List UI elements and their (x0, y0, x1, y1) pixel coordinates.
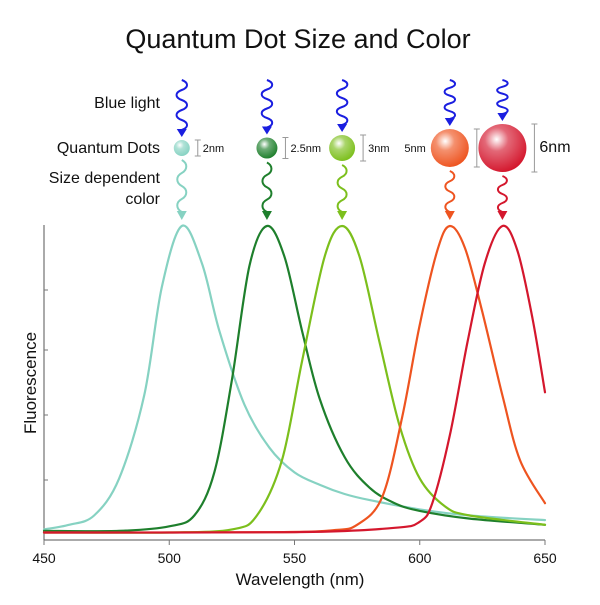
quantum-dot-sphere (173, 140, 190, 156)
blue-light-wave (443, 79, 457, 120)
blue-light-wave (335, 79, 349, 126)
emission-arrow (337, 211, 348, 220)
quantum-dot-sphere (329, 135, 356, 161)
emission-arrow (444, 211, 455, 220)
blue-light-arrow (261, 126, 272, 135)
emission-wave (444, 170, 456, 213)
dot-size-label: 6nm (539, 139, 570, 156)
size-bracket (282, 137, 289, 159)
blue-light-wave (260, 79, 274, 129)
size-bracket (473, 128, 480, 168)
emission-wave (336, 164, 348, 213)
dot-size-label: 2.5nm (290, 143, 321, 155)
emission-wave (496, 175, 508, 213)
x-tick-label: 550 (283, 550, 307, 566)
emission-curve-5nm (42, 224, 547, 534)
dot-size-label: 3nm (368, 143, 389, 155)
color-label: color (125, 191, 160, 208)
x-tick-label: 500 (158, 550, 182, 566)
x-axis-ticks: 450 500 550 600 650 (32, 540, 557, 566)
emission-curve-2.5nm (42, 224, 547, 533)
blue-light-arrow (176, 129, 187, 137)
y-axis-label: Fluorescence (21, 332, 40, 434)
x-tick-label: 600 (408, 550, 432, 566)
emission-curves (42, 224, 547, 534)
dot-size-label: 5nm (404, 143, 425, 155)
blue-light-arrow (497, 113, 508, 121)
emission-curve-6nm (42, 224, 547, 534)
dot-size-label: 2nm (203, 143, 224, 155)
size-bracket (531, 123, 538, 173)
emission-arrow (176, 211, 187, 220)
blue-light-wave (496, 79, 509, 115)
quantum-dots-illustration: 2nm 2.5nm 3nm 5nm 6nm (173, 79, 571, 220)
emission-arrow (261, 211, 272, 220)
blue-light-arrow (444, 118, 455, 126)
emission-arrow (497, 211, 508, 220)
emission-wave (261, 161, 273, 213)
x-axis-label: Wavelength (nm) (236, 570, 365, 589)
chart-title: Quantum Dot Size and Color (125, 24, 470, 54)
emission-curve-3nm (42, 224, 547, 534)
x-tick-label: 650 (533, 550, 557, 566)
y-axis-ticks (44, 289, 48, 481)
quantum-dot-sphere (430, 129, 469, 167)
blue-light-label: Blue light (94, 95, 160, 112)
x-tick-label: 450 (32, 550, 56, 566)
quantum-dot-sphere (478, 124, 527, 172)
quantum-dot-sphere (256, 137, 278, 159)
size-bracket (360, 134, 367, 162)
blue-light-wave (175, 79, 188, 131)
blue-light-arrow (337, 124, 348, 132)
size-dependent-label: Size dependent (49, 170, 161, 187)
emission-wave (176, 159, 188, 213)
emission-curve-2nm (42, 224, 547, 531)
quantum-dots-label: Quantum Dots (57, 140, 160, 157)
size-bracket (194, 139, 201, 157)
